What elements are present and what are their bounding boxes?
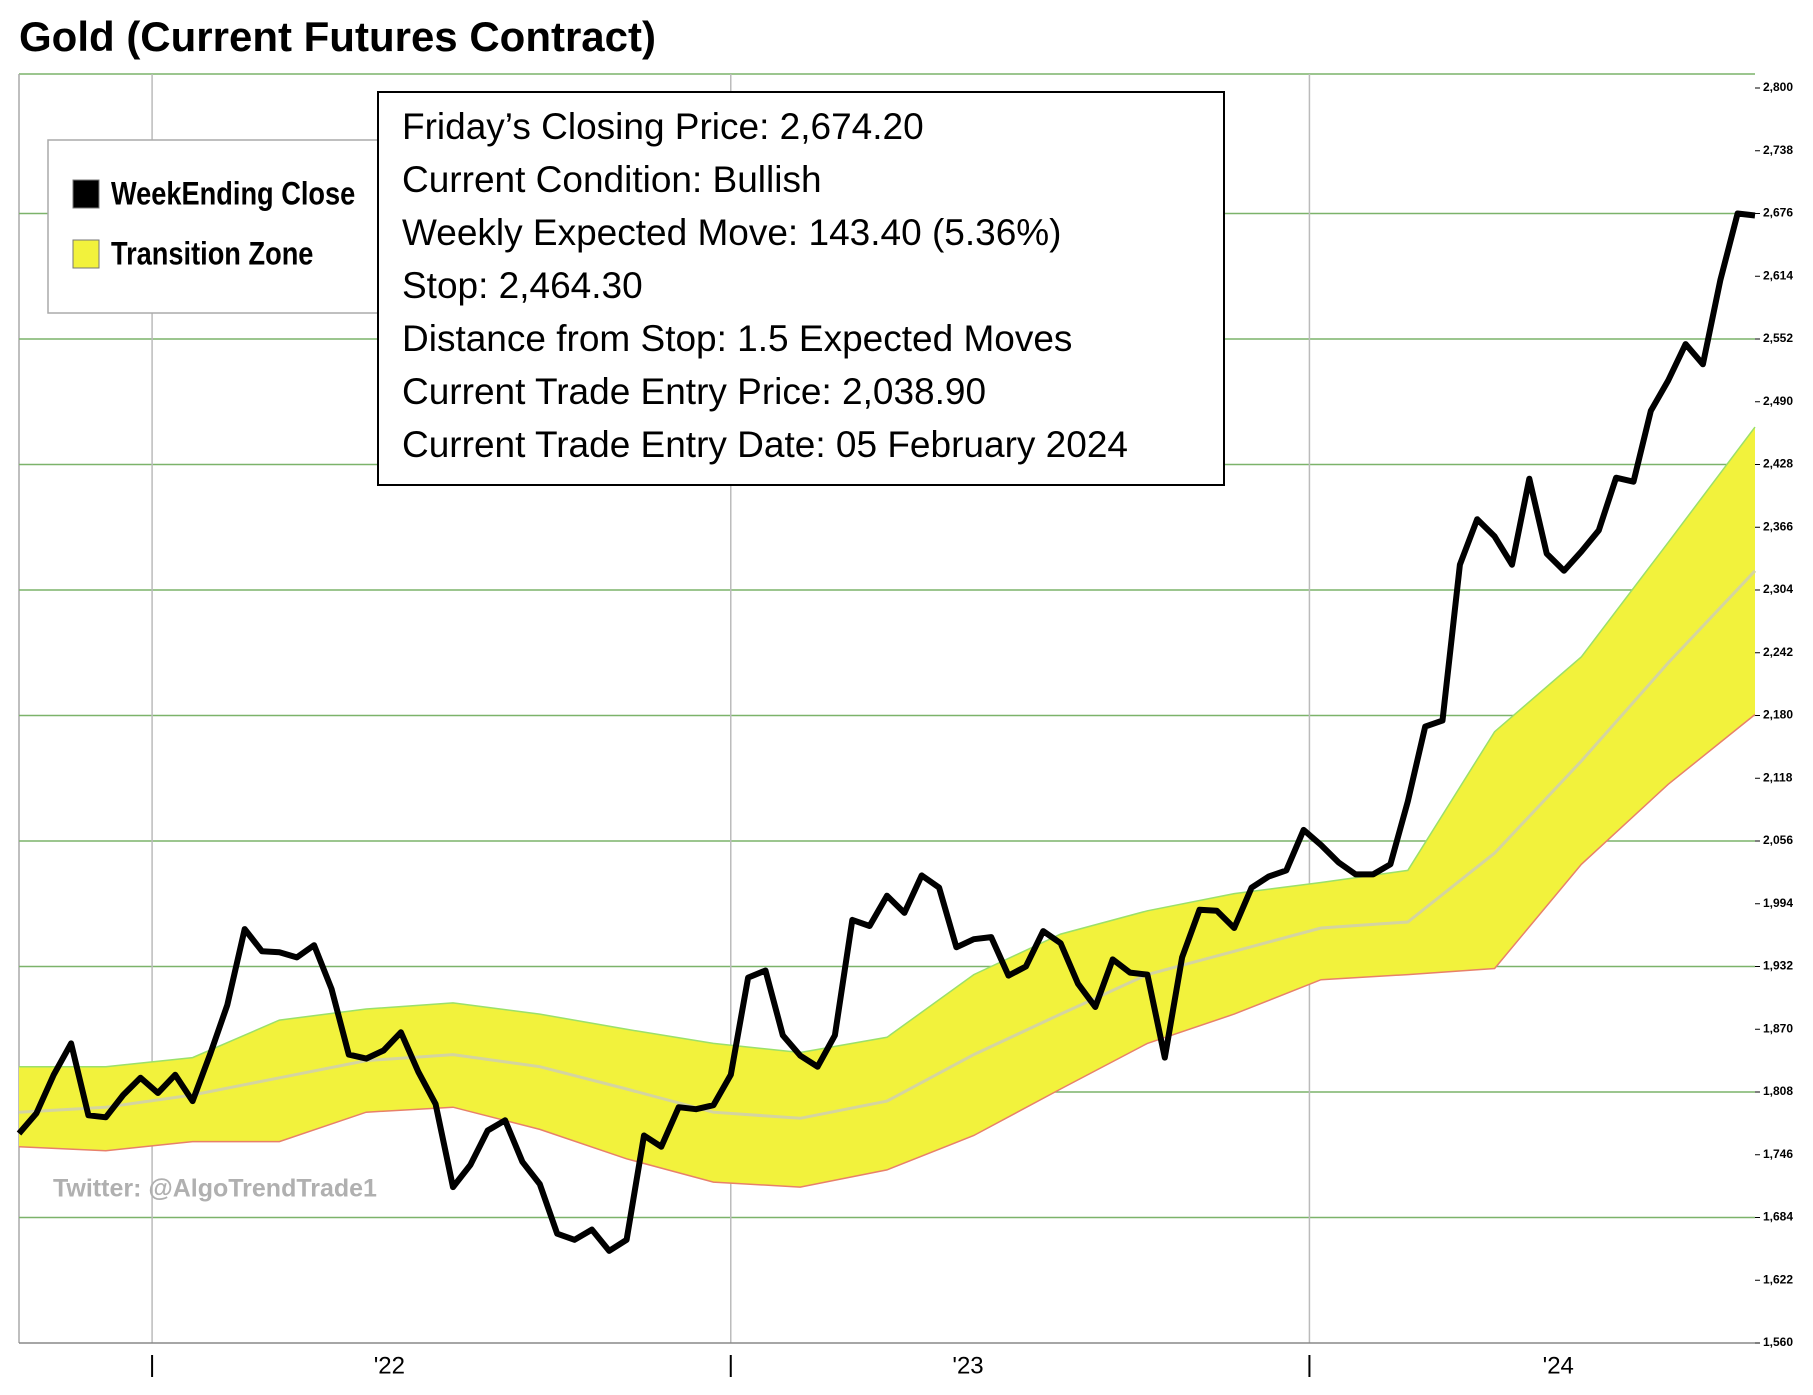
legend-swatch	[72, 179, 100, 209]
info-line: Current Trade Entry Date: 05 February 20…	[402, 424, 1128, 465]
info-line: Stop: 2,464.30	[402, 265, 643, 306]
x-tick-label: '22	[374, 1352, 405, 1379]
info-line: Current Condition: Bullish	[402, 159, 822, 200]
y-tick-label: 2,366	[1763, 519, 1793, 533]
y-tick-label: 2,118	[1763, 770, 1793, 784]
legend-label: WeekEnding Close	[111, 176, 355, 212]
y-tick-label: 2,180	[1763, 708, 1793, 722]
y-tick-label: 1,808	[1763, 1084, 1793, 1098]
legend-box	[47, 139, 409, 314]
y-tick-label: 1,560	[1763, 1335, 1793, 1349]
y-tick-label: 2,056	[1763, 833, 1793, 847]
y-tick-label: 2,242	[1763, 645, 1793, 659]
y-tick-label: 2,490	[1763, 394, 1793, 408]
y-tick-label: 1,746	[1763, 1147, 1793, 1161]
y-tick-label: 1,870	[1763, 1021, 1793, 1035]
zone-middle	[18, 569, 1757, 1120]
zone-lower	[18, 713, 1756, 1188]
info-line: Distance from Stop: 1.5 Expected Moves	[402, 318, 1072, 359]
info-line: Weekly Expected Move: 143.40 (5.36%)	[402, 212, 1062, 253]
x-tick-label: '24	[1543, 1352, 1574, 1379]
info-line: Friday’s Closing Price: 2,674.20	[402, 106, 924, 147]
info-box	[377, 91, 1225, 486]
chart-title: Gold (Current Futures Contract)	[19, 13, 656, 60]
y-tick-label: 2,428	[1763, 457, 1793, 471]
y-tick-label: 2,614	[1763, 268, 1793, 282]
zone-upper	[19, 426, 1756, 1068]
close-line	[16, 210, 1756, 1254]
y-tick-label: 1,932	[1763, 959, 1793, 973]
legend-label: Transition Zone	[111, 236, 313, 272]
y-tick-label: 2,676	[1763, 206, 1793, 220]
y-tick-label: 1,684	[1763, 1210, 1793, 1224]
y-tick-label: 1,622	[1763, 1272, 1793, 1286]
y-tick-label: 2,800	[1763, 80, 1793, 94]
info-line: Current Trade Entry Price: 2,038.90	[402, 371, 986, 412]
transition-zone	[19, 427, 1755, 1188]
y-tick-label: 2,738	[1763, 143, 1793, 157]
legend-swatch	[72, 239, 100, 269]
watermark: Twitter: @AlgoTrendTrade1	[53, 1175, 377, 1203]
y-tick-label: 2,304	[1763, 582, 1793, 596]
y-tick-label: 2,552	[1763, 331, 1793, 345]
x-tick-label: '23	[952, 1352, 983, 1379]
y-tick-label: 1,994	[1763, 896, 1793, 910]
